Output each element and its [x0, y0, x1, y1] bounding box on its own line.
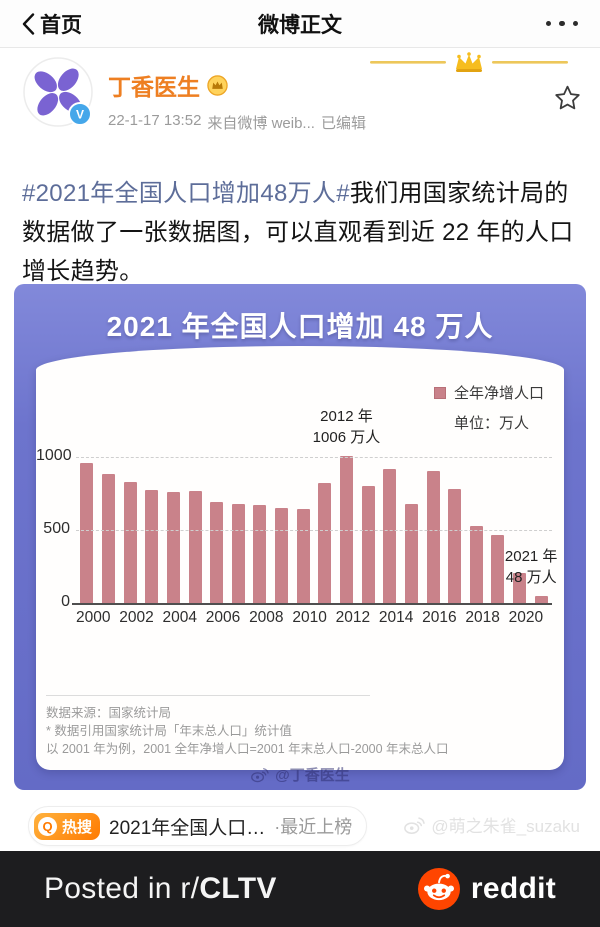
chart-legend: 全年净增人口 单位：万人: [433, 382, 544, 433]
chart-unit-label: 单位：万人: [453, 415, 529, 432]
bar-2001: [101, 474, 115, 603]
reddit-logo[interactable]: reddit: [417, 868, 556, 910]
bar-2014: [383, 469, 397, 603]
post-timestamp: 22-1-17 13:52: [108, 112, 202, 129]
favorite-star-button[interactable]: [551, 82, 584, 120]
star-icon: [555, 85, 580, 110]
annotation-2012: 2012 年 1006 万人: [312, 408, 381, 447]
x-tick-label: 2008: [249, 609, 284, 626]
user-watermark-text: @萌之朱雀_suzaku: [431, 817, 580, 836]
footnote-source: 数据来源：国家统计局: [46, 706, 172, 720]
bar-series: 2012 年 1006 万人 2021 年 48 万人: [76, 408, 557, 603]
x-axis-line: [72, 603, 552, 605]
footnote-example: 以 2001 年为例，2001 全年净增人口=2001 年末总人口-2000 年…: [46, 742, 449, 756]
reddit-wordmark: reddit: [470, 872, 556, 905]
y-tick-label: 0: [61, 593, 70, 610]
page-title: 微博正文: [258, 13, 342, 37]
top-nav: 首页 微博正文: [0, 0, 600, 48]
vip-crown-badge-icon: [207, 74, 228, 96]
legend-label: 全年净增人口: [453, 385, 544, 402]
bar-2012: [340, 456, 353, 603]
chart-watermark-text: @丁香医生: [275, 767, 350, 784]
hashtag-link[interactable]: #2021年全国人口增加48万人#: [22, 180, 350, 207]
footnote-citation: * 数据引用国家统计局「年末总人口」统计值: [46, 724, 292, 738]
x-tick-label: 2018: [465, 609, 500, 626]
hot-search-topic: 2021年全国人口…: [109, 817, 266, 839]
weibo-icon: [404, 816, 426, 834]
author-block: 丁香医生 22-1-17 13:52 来自微博 weib... 已编辑: [108, 68, 366, 133]
hot-search-q-icon: Q: [38, 816, 57, 836]
hot-search-badge: Q 热搜: [34, 812, 101, 840]
y-tick-label: 1000: [36, 447, 72, 464]
chart-footnotes: 数据来源：国家统计局 * 数据引用国家统计局「年末总人口」统计值 以 2001 …: [46, 704, 548, 758]
crown-decoration-icon: [370, 50, 570, 79]
subreddit-name: CLTV: [199, 872, 277, 905]
x-axis-labels: 2000 2002 2004 2006 2008 2010 2012 2014 2016 2018…: [76, 609, 552, 627]
bar-2011: [318, 483, 332, 603]
bar-2020: [513, 573, 527, 603]
reddit-footer-bar: Posted in r/CLTV reddit: [0, 851, 600, 927]
x-tick-label: 2016: [422, 609, 457, 626]
x-tick-label: 2014: [378, 609, 414, 626]
more-menu-button[interactable]: [545, 20, 578, 27]
bar-2018: [469, 526, 483, 603]
bar-2009: [275, 508, 289, 603]
x-tick-label: 2012: [335, 609, 371, 626]
reddit-snoo-icon: [417, 868, 460, 910]
chart-title: 2021 年全国人口增加 48 万人: [106, 311, 494, 342]
post-chart-image[interactable]: 2021 年全国人口增加 48 万人 全年净增人口 单位：万人 2012 年 10…: [14, 284, 586, 790]
hot-search-pill[interactable]: Q 热搜 2021年全国人口… ·最近上榜: [28, 806, 368, 846]
weibo-icon: [251, 768, 269, 783]
bar-2019: [491, 535, 505, 603]
x-tick-label: 2004: [162, 609, 198, 626]
bar-2013: [361, 486, 375, 603]
chart-watermark: @丁香医生: [14, 764, 586, 785]
verified-badge-icon: V: [68, 102, 92, 126]
posted-prefix: Posted in r/: [44, 872, 200, 905]
back-label: 首页: [40, 13, 82, 37]
bar-2016: [426, 471, 440, 603]
bar-2005: [188, 491, 202, 603]
x-tick-label: 2010: [292, 609, 327, 626]
legend-swatch: [433, 386, 446, 399]
bar-2021: [534, 596, 548, 603]
bar-2008: [253, 505, 267, 603]
hot-search-badge-label: 热搜: [62, 818, 93, 836]
user-watermark: @萌之朱雀_suzaku: [403, 812, 580, 837]
posted-in-text: Posted in r/CLTV: [44, 872, 277, 906]
gridline-1000: [76, 457, 552, 458]
post-edited-flag: 已编辑: [320, 115, 366, 132]
annotation-2021: 2021 年 48 万人: [504, 548, 558, 586]
bar-2007: [231, 504, 245, 603]
x-tick-label: 2006: [205, 609, 241, 626]
bar-2004: [166, 492, 180, 603]
post-body-text: 我们用国家统计局的数据做了一张数据图，可以直观看到近 22 年的人口增长趋势。: [22, 180, 574, 285]
post-body: #2021年全国人口增加48万人#我们用国家统计局的数据做了一张数据图，可以直观…: [22, 174, 582, 291]
back-button[interactable]: 首页: [22, 9, 82, 39]
bar-2006: [210, 502, 224, 603]
y-tick-label: 500: [43, 520, 70, 537]
x-tick-label: 2020: [508, 609, 544, 626]
avatar[interactable]: V: [23, 57, 93, 127]
x-tick-label: 2002: [119, 609, 154, 626]
bar-2000: [80, 463, 94, 603]
gridline-500: [76, 530, 552, 531]
chart-card: 全年净增人口 单位：万人 2012 年 1006 万人 2021 年 48 万人 20…: [36, 346, 564, 770]
svg-text:V: V: [76, 108, 84, 122]
x-tick-label: 2000: [76, 609, 111, 626]
bar-2010: [296, 509, 310, 603]
hot-search-status: ·最近上榜: [274, 817, 353, 837]
author-name[interactable]: 丁香医生: [108, 74, 200, 100]
bar-2003: [145, 490, 159, 603]
bar-2002: [123, 482, 137, 603]
bar-2017: [448, 489, 462, 603]
back-chevron-icon: [22, 12, 35, 35]
chart-footer-divider: [46, 695, 370, 696]
post-source: 来自微博 weib...: [207, 115, 315, 132]
post-meta: 22-1-17 13:52 来自微博 weib... 已编辑: [108, 112, 366, 133]
bar-2015: [404, 504, 418, 603]
